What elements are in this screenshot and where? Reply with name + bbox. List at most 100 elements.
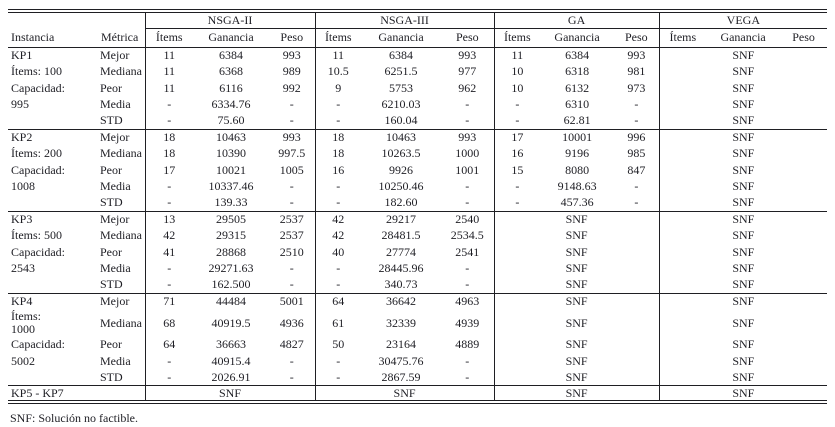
table-row: Ítems: 1000 Mediana 68 40919.5 4936 61 32339 49… bbox=[8, 308, 828, 337]
value-cell: - bbox=[314, 260, 362, 277]
summary-label: KP5 - KP7 bbox=[8, 385, 145, 401]
summary-row: KP5 - KP7 SNF SNF SNF SNF bbox=[8, 385, 828, 401]
snf-cell: SNF bbox=[493, 260, 660, 277]
header-algo-nsga-ii: NSGA-II bbox=[144, 12, 316, 29]
header-ganancia-vega: Ganancia bbox=[706, 28, 781, 48]
table-head: Instancia Métrica NSGA-II NSGA-III GA VE… bbox=[8, 12, 828, 48]
value-cell: - bbox=[493, 96, 541, 114]
value-cell: 2510 bbox=[279, 244, 304, 259]
value-cell: 1001 bbox=[455, 162, 480, 177]
value-cell: 10337.46 bbox=[208, 179, 254, 194]
value-cell: 11 bbox=[144, 80, 193, 97]
instance-label: 2543 bbox=[11, 261, 35, 276]
value-cell: 28868 bbox=[216, 244, 246, 259]
metric-label: Media bbox=[100, 179, 131, 194]
snf-cell: SNF bbox=[493, 309, 660, 337]
value-cell: 2540 bbox=[441, 210, 495, 228]
metric-label: Mediana bbox=[100, 315, 142, 330]
value-cell: - bbox=[289, 195, 294, 210]
header-ganancia-nsga-iii: Ganancia bbox=[361, 28, 442, 48]
value-cell: - bbox=[144, 178, 193, 196]
value-cell: 18 bbox=[144, 128, 193, 146]
value-cell: 162.500 bbox=[211, 277, 251, 292]
value-cell: 992 bbox=[282, 80, 301, 95]
value-cell: 29505 bbox=[193, 210, 269, 228]
instance-label: Ítems: 1000 bbox=[11, 308, 41, 337]
value-cell: 989 bbox=[282, 64, 301, 79]
value-cell: - bbox=[144, 260, 193, 277]
value-cell: 17 bbox=[144, 162, 193, 179]
value-cell: - bbox=[144, 353, 193, 370]
value-cell: 5001 bbox=[269, 292, 316, 310]
results-table-wrap: Instancia Métrica NSGA-II NSGA-III GA VE… bbox=[8, 9, 828, 405]
value-cell: 10021 bbox=[216, 162, 246, 177]
metric-label: Mejor bbox=[98, 210, 145, 228]
instance-label: Capacidad: bbox=[11, 337, 65, 352]
value-cell: 29217 bbox=[361, 210, 442, 228]
snf-cell: SNF bbox=[658, 63, 828, 81]
value-cell: 11 bbox=[493, 46, 541, 64]
value-cell: 10.5 bbox=[314, 63, 362, 81]
value-cell: - bbox=[289, 97, 294, 112]
metric-label: Peor bbox=[100, 80, 122, 95]
value-cell: 23164 bbox=[386, 337, 417, 352]
metric-label: Media bbox=[100, 97, 131, 112]
snf-cell: SNF bbox=[493, 385, 660, 401]
instance-label: Capacidad: bbox=[11, 244, 65, 259]
snf-cell: SNF bbox=[144, 385, 316, 401]
value-cell: 28481.5 bbox=[381, 228, 421, 243]
value-cell: 13 bbox=[144, 210, 193, 228]
snf-cell: SNF bbox=[658, 113, 828, 130]
metric-label: STD bbox=[100, 113, 123, 128]
snf-cell: SNF bbox=[493, 369, 660, 386]
value-cell: - bbox=[314, 113, 362, 130]
value-cell: - bbox=[314, 96, 362, 114]
value-cell: - bbox=[144, 276, 193, 294]
value-cell: 5753 bbox=[389, 80, 414, 95]
metric-label: Mejor bbox=[98, 46, 145, 64]
instance-label: Ítems: 100 bbox=[11, 64, 62, 79]
value-cell: 71 bbox=[144, 292, 193, 310]
value-cell: 6384 bbox=[540, 46, 615, 64]
value-cell: 6384 bbox=[361, 46, 442, 64]
instance-label bbox=[8, 370, 98, 386]
header-peso-nsga-iii: Peso bbox=[441, 28, 495, 48]
value-cell: 160.04 bbox=[384, 113, 418, 128]
value-cell: - bbox=[493, 195, 541, 212]
value-cell: 2026.91 bbox=[211, 369, 251, 384]
metric-label: Mediana bbox=[100, 64, 142, 79]
value-cell: 30475.76 bbox=[378, 353, 424, 368]
value-cell: - bbox=[465, 261, 470, 276]
value-cell: - bbox=[144, 96, 193, 114]
table-row: Capacidad: Peor 11 6116 992 9 5753 962 10 6132 973… bbox=[8, 80, 828, 97]
value-cell: - bbox=[634, 113, 639, 128]
instance-label: 1008 bbox=[11, 179, 35, 194]
value-cell: 993 bbox=[269, 46, 316, 64]
header-algo-ga: GA bbox=[493, 12, 660, 29]
value-cell: 10001 bbox=[540, 128, 615, 146]
value-cell: 18 bbox=[314, 128, 362, 146]
value-cell: 2541 bbox=[455, 244, 480, 259]
value-cell: 9196 bbox=[565, 146, 590, 161]
value-cell: - bbox=[465, 179, 470, 194]
snf-cell: SNF bbox=[658, 195, 828, 212]
value-cell: 340.73 bbox=[384, 277, 418, 292]
header-peso-ga: Peso bbox=[614, 28, 660, 48]
header-algo-nsga-iii: NSGA-III bbox=[314, 12, 495, 29]
results-table: Instancia Métrica NSGA-II NSGA-III GA VE… bbox=[8, 12, 828, 402]
metric-label: STD bbox=[100, 369, 123, 384]
snf-cell: SNF bbox=[314, 385, 495, 401]
value-cell: 15 bbox=[493, 162, 541, 179]
metric-label: Mediana bbox=[100, 228, 142, 243]
snf-cell: SNF bbox=[658, 260, 828, 277]
header-metrica: Métrica bbox=[98, 12, 145, 48]
value-cell: 977 bbox=[458, 64, 477, 79]
value-cell: 42 bbox=[314, 210, 362, 228]
value-cell: 11 bbox=[144, 63, 193, 81]
value-cell: 64 bbox=[144, 336, 193, 354]
snf-cell: SNF bbox=[493, 353, 660, 370]
snf-cell: SNF bbox=[658, 210, 828, 228]
value-cell: - bbox=[289, 369, 294, 384]
value-cell: 993 bbox=[441, 46, 495, 64]
instance-label: 5002 bbox=[11, 353, 35, 368]
